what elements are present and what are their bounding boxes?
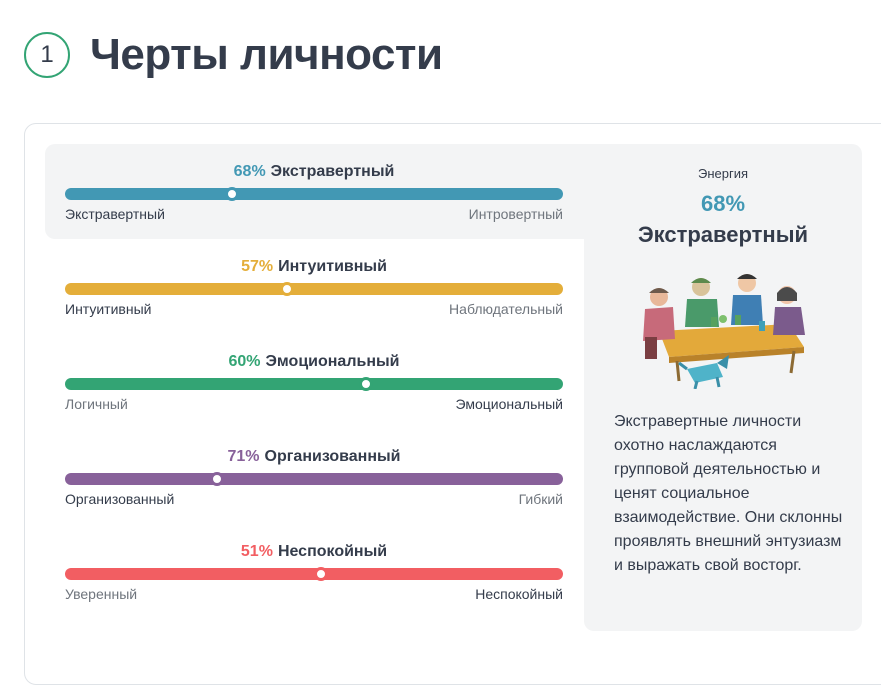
trait-description: Экстравертные личности охотно наслаждают…: [614, 413, 843, 574]
trait-slider-knob[interactable]: [209, 472, 224, 486]
trait-bar[interactable]: [65, 282, 563, 296]
trait-detail-name: Экстравертный: [637, 222, 809, 247]
trait-bar[interactable]: [65, 472, 563, 486]
trait-slider-knob[interactable]: [314, 567, 329, 581]
trait-row-energy[interactable]: 68% Экстравертный Экстравертный Интроверт…: [45, 144, 585, 239]
page-title: Черты личности: [90, 30, 443, 79]
trait-name: Интуитивный: [278, 258, 387, 275]
trait-label: 57% Интуитивный: [65, 258, 563, 276]
trait-name: Экстравертный: [270, 163, 395, 180]
trait-left-label: Экстравертный: [65, 206, 165, 222]
trait-row-identity[interactable]: 51% Неспокойный Уверенный Неспокойный: [45, 524, 585, 619]
trait-slider-knob[interactable]: [359, 377, 374, 391]
trait-bar[interactable]: [65, 377, 563, 391]
trait-percent: 68%: [233, 163, 266, 180]
trait-row-tactics[interactable]: 71% Организованный Организованный Гибкий: [45, 429, 585, 524]
trait-detail-panel: Энергия 68% Экстравертный: [584, 144, 862, 631]
trait-ends: Экстравертный Интровертный: [65, 206, 563, 222]
trait-ends: Уверенный Неспокойный: [65, 586, 563, 602]
trait-right-label: Эмоциональный: [455, 396, 563, 412]
people-around-table-illustration: [643, 274, 805, 389]
trait-row-nature[interactable]: 60% Эмоциональный Логичный Эмоциональный: [45, 334, 585, 429]
trait-row-mind[interactable]: 57% Интуитивный Интуитивный Наблюдательны…: [45, 239, 585, 334]
trait-left-label: Уверенный: [65, 586, 138, 602]
section-header: 1 Черты личности: [24, 30, 443, 80]
trait-right-label: Гибкий: [518, 491, 563, 507]
trait-right-label: Интровертный: [468, 206, 563, 222]
trait-name: Организованный: [264, 448, 401, 465]
trait-ends: Интуитивный Наблюдательный: [65, 301, 563, 317]
trait-ends: Организованный Гибкий: [65, 491, 563, 507]
trait-ends: Логичный Эмоциональный: [65, 396, 563, 412]
trait-slider-knob[interactable]: [279, 282, 294, 296]
trait-left-label: Интуитивный: [65, 301, 152, 317]
trait-right-label: Наблюдательный: [449, 301, 563, 317]
trait-name: Эмоциональный: [265, 353, 400, 370]
step-number-badge: 1: [24, 32, 70, 78]
trait-label: 60% Эмоциональный: [65, 353, 563, 371]
trait-left-label: Организованный: [65, 491, 175, 507]
trait-left-label: Логичный: [65, 396, 128, 412]
trait-detail-percent: 68%: [700, 191, 746, 216]
trait-label: 71% Организованный: [65, 448, 563, 466]
trait-label: 51% Неспокойный: [65, 543, 563, 561]
trait-percent: 57%: [241, 258, 274, 275]
trait-slider-knob[interactable]: [224, 187, 239, 201]
trait-percent: 71%: [227, 448, 260, 465]
trait-label: 68% Экстравертный: [65, 163, 563, 181]
trait-name: Неспокойный: [277, 543, 388, 560]
trait-category: Энергия: [697, 166, 749, 181]
trait-bar[interactable]: [65, 567, 563, 581]
trait-bar[interactable]: [65, 187, 563, 201]
trait-right-label: Неспокойный: [475, 586, 563, 602]
trait-percent: 60%: [228, 353, 261, 370]
trait-percent: 51%: [240, 543, 273, 560]
